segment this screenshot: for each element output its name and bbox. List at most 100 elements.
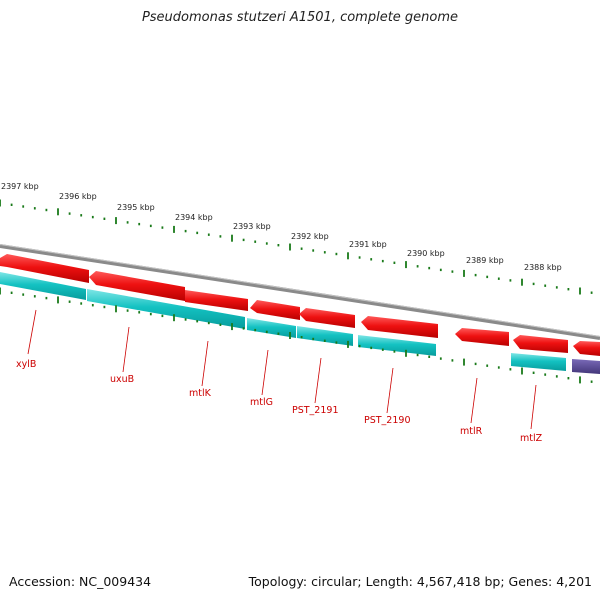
minor-tick <box>416 353 419 357</box>
minor-tick <box>567 288 570 291</box>
kbp-label: 2393 kbp <box>233 222 271 231</box>
major-tick <box>289 243 291 251</box>
minor-tick <box>33 295 36 298</box>
leader-line <box>261 349 269 396</box>
gene-label-PST_2190: PST_2190 <box>364 415 411 426</box>
kbp-label: 2394 kbp <box>175 213 213 222</box>
minor-tick <box>184 229 187 233</box>
minor-tick <box>370 258 373 261</box>
minor-tick <box>335 252 338 256</box>
forward-strand-track <box>0 254 600 356</box>
leader-line <box>314 357 322 404</box>
minor-tick <box>312 337 315 341</box>
minor-tick <box>416 265 419 268</box>
minor-tick <box>393 261 396 264</box>
minor-tick <box>138 222 141 226</box>
minor-tick <box>532 371 535 374</box>
kbp-label: 2388 kbp <box>524 263 562 272</box>
major-tick <box>115 217 117 225</box>
minor-tick <box>544 284 547 287</box>
minor-tick <box>451 359 454 362</box>
minor-tick <box>474 273 477 277</box>
major-tick <box>115 305 117 313</box>
major-tick <box>231 323 233 331</box>
cds-reverse-PST_2191 <box>297 326 353 346</box>
minor-tick <box>254 328 257 332</box>
minor-tick <box>10 203 13 206</box>
kbp-label: 2391 kbp <box>349 240 387 249</box>
genome-backbone <box>0 244 600 340</box>
minor-tick <box>196 320 199 323</box>
major-tick <box>173 314 175 322</box>
leader-line <box>27 309 37 355</box>
minor-tick <box>254 240 257 243</box>
cds-forward-8 <box>573 341 600 356</box>
gene-label-mtlG: mtlG <box>250 397 273 408</box>
major-tick <box>173 225 175 233</box>
cds-reverse-uxuB <box>87 289 245 329</box>
kbp-ruler <box>0 199 593 295</box>
minor-tick <box>103 305 106 309</box>
minor-tick <box>393 350 396 353</box>
minor-tick <box>138 311 141 314</box>
minor-tick <box>80 214 83 217</box>
other-feature <box>572 359 600 374</box>
minor-tick <box>91 215 94 219</box>
minor-tick <box>22 293 25 296</box>
kbp-label: 2395 kbp <box>117 203 155 212</box>
minor-tick <box>474 362 477 366</box>
kbp-label: 2390 kbp <box>407 249 445 258</box>
minor-tick <box>103 217 106 220</box>
minor-tick <box>91 304 94 307</box>
kbp-label: 2396 kbp <box>59 192 97 201</box>
major-tick <box>463 269 465 277</box>
minor-tick <box>381 348 384 351</box>
genome-summary-text: Topology: circular; Length: 4,567,418 bp… <box>248 574 592 589</box>
minor-tick <box>451 270 454 273</box>
kbp-label: 2397 kbp <box>1 182 39 191</box>
gene-label-uxuB: uxuB <box>110 374 134 385</box>
cds-forward-7 <box>513 335 568 353</box>
gene-leader-lines <box>27 309 537 430</box>
minor-tick <box>265 330 268 334</box>
minor-tick <box>161 226 164 229</box>
genome-backbone-highlight <box>0 244 600 337</box>
cds-reverse-PST_2190 <box>358 335 436 356</box>
inner-ruler <box>0 287 593 384</box>
minor-tick <box>68 212 71 215</box>
kbp-label: 2389 kbp <box>466 256 504 265</box>
major-tick <box>0 199 1 207</box>
minor-tick <box>323 339 326 342</box>
leader-line <box>201 340 209 387</box>
minor-tick <box>439 357 442 360</box>
minor-tick <box>590 380 593 383</box>
minor-tick <box>555 286 558 289</box>
major-tick <box>405 349 407 357</box>
minor-tick <box>219 323 222 326</box>
minor-tick <box>381 259 384 263</box>
cds-reverse-mtlG <box>247 318 296 338</box>
major-tick <box>579 376 581 384</box>
major-tick <box>289 332 291 339</box>
minor-tick <box>126 309 129 312</box>
major-tick <box>57 296 59 304</box>
leader-line <box>386 367 394 414</box>
minor-tick <box>509 368 512 371</box>
minor-tick <box>242 238 245 242</box>
minor-tick <box>335 341 338 344</box>
minor-tick <box>45 208 48 212</box>
leader-line <box>122 326 130 373</box>
cds-forward-5 <box>299 308 355 328</box>
leader-line <box>470 377 478 424</box>
major-tick <box>405 261 407 269</box>
major-tick <box>579 287 581 295</box>
major-tick <box>231 234 233 242</box>
gene-label-PST_2191: PST_2191 <box>292 405 339 416</box>
major-tick <box>347 340 349 348</box>
minor-tick <box>544 373 547 376</box>
minor-tick <box>242 327 245 330</box>
minor-tick <box>196 231 199 235</box>
gene-label-mtlZ: mtlZ <box>520 433 543 444</box>
